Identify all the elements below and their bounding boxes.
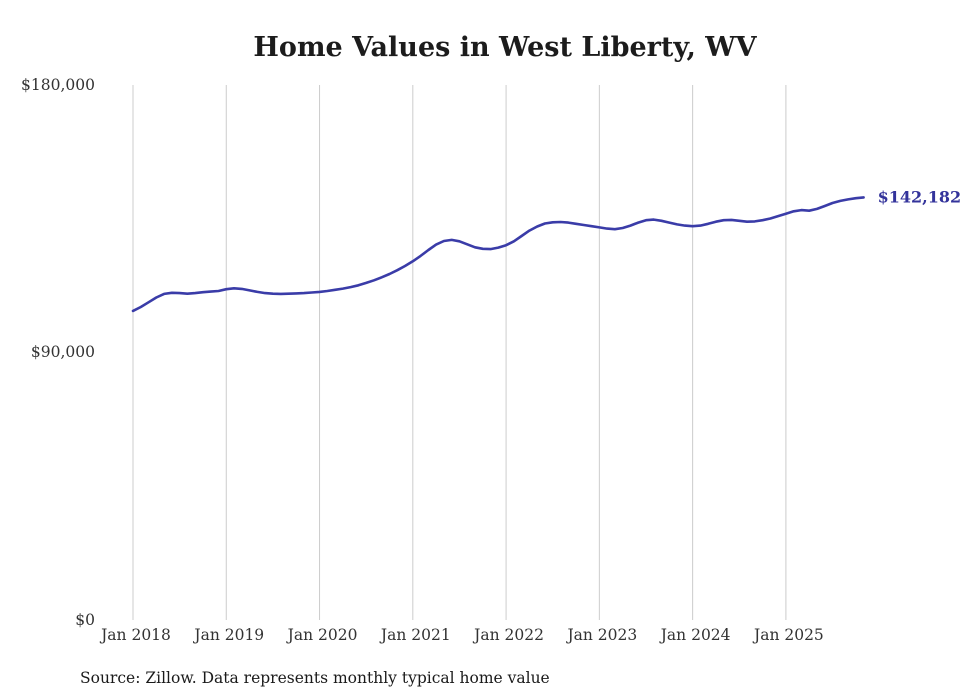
x-tick-label: Jan 2021: [379, 626, 451, 644]
x-tick-label: Jan 2020: [286, 626, 358, 644]
x-tick-label: Jan 2024: [659, 626, 731, 644]
y-tick-label-90000: $90,000: [31, 343, 95, 361]
gridlines: [132, 85, 787, 620]
source-note: Source: Zillow. Data represents monthly …: [80, 669, 550, 687]
y-tick-label-180000: $180,000: [21, 76, 95, 94]
x-axis-tick-labels: Jan 2018 Jan 2019 Jan 2020 Jan 2021 Jan 2022…: [99, 626, 824, 644]
chart-title: Home Values in West Liberty, WV: [253, 32, 757, 63]
x-tick-label: Jan 2023: [565, 626, 637, 644]
latest-value-label: $142,182: [878, 187, 962, 206]
x-tick-label: Jan 2025: [752, 626, 824, 644]
x-tick-label: Jan 2019: [192, 626, 264, 644]
y-tick-label-0: $0: [75, 611, 95, 629]
x-tick-label: Jan 2018: [99, 626, 171, 644]
x-tick-label: Jan 2022: [472, 626, 544, 644]
value-line: [131, 196, 865, 313]
